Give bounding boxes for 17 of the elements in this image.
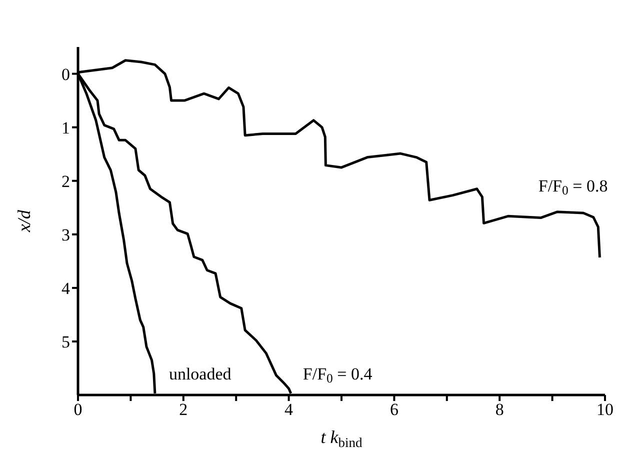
x-tick-label: 8 (495, 400, 504, 420)
x-tick-label: 10 (596, 400, 614, 420)
series-label: F/F$_{0}$ = 0.4 (302, 364, 373, 386)
x-axis-title: t k$_{bind}$ (320, 427, 362, 450)
x-tick-label: 2 (179, 400, 188, 420)
y-tick-label: 1 (62, 118, 70, 138)
y-tick-label: 4 (62, 278, 70, 298)
x-tick-label: 6 (390, 400, 398, 420)
x-tick-label: 4 (284, 400, 294, 420)
y-tick-label: 5 (62, 332, 70, 352)
series-label: unloaded (168, 364, 232, 384)
series-label: F/F$_{0}$ = 0.8 (538, 176, 608, 198)
y-tick-label: 2 (62, 172, 70, 191)
y-tick-label: 0 (62, 64, 70, 84)
x-tick-label: 0 (74, 400, 82, 420)
y-tick-label: 3 (62, 225, 70, 244)
y-axis-title: x/d (14, 209, 34, 233)
